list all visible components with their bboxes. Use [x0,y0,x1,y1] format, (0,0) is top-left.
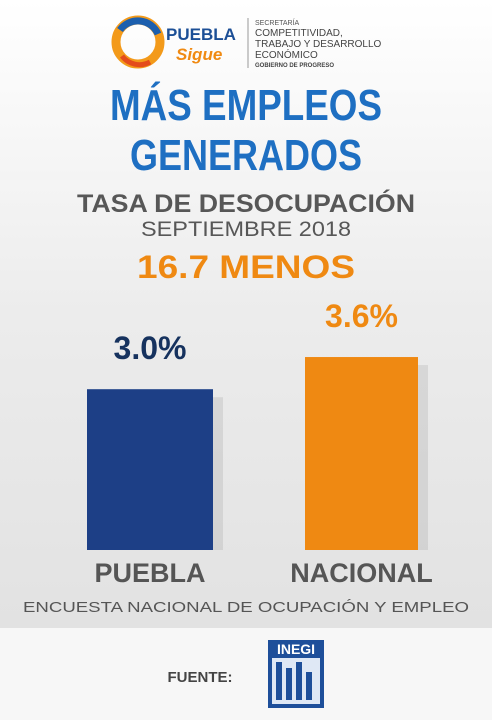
title-line: GENERADOS [130,131,362,180]
source-label: FUENTE: [168,669,233,686]
annotation: 16.7 MENOS [137,249,355,285]
bar [87,389,213,550]
plot: 3.0% PUEBLA 3.6% NACIONAL [87,298,433,588]
source: INEGI [277,641,315,657]
agency-line: TRABAJO Y DESARROLLO [255,39,382,50]
period: SEPTIEMBRE 2018 [141,218,351,241]
survey: ENCUESTA NACIONAL DE OCUPACIÓN Y EMPLEO [23,599,469,616]
agency-line: SECRETARÍA [255,18,300,27]
title-line: MÁS EMPLEOS [110,80,382,130]
footer-band [0,628,492,720]
agency-line: COMPETITIVIDAD, [255,28,343,39]
tagline: Sigue [176,45,222,64]
value-label: 3.0% [114,330,187,366]
bar [305,357,418,550]
category-label: NACIONAL [290,558,433,588]
inegi-logo [268,640,324,708]
category-label: PUEBLA [94,558,205,588]
subtitle: TASA DE DESOCUPACIÓN [77,188,415,218]
logo [111,15,249,69]
brand: PUEBLA [166,25,236,44]
agency-line: ECONÓMICO [255,48,318,61]
motto: GOBIERNO DE PROGRESO [255,63,334,69]
value-label: 3.6% [325,298,398,334]
